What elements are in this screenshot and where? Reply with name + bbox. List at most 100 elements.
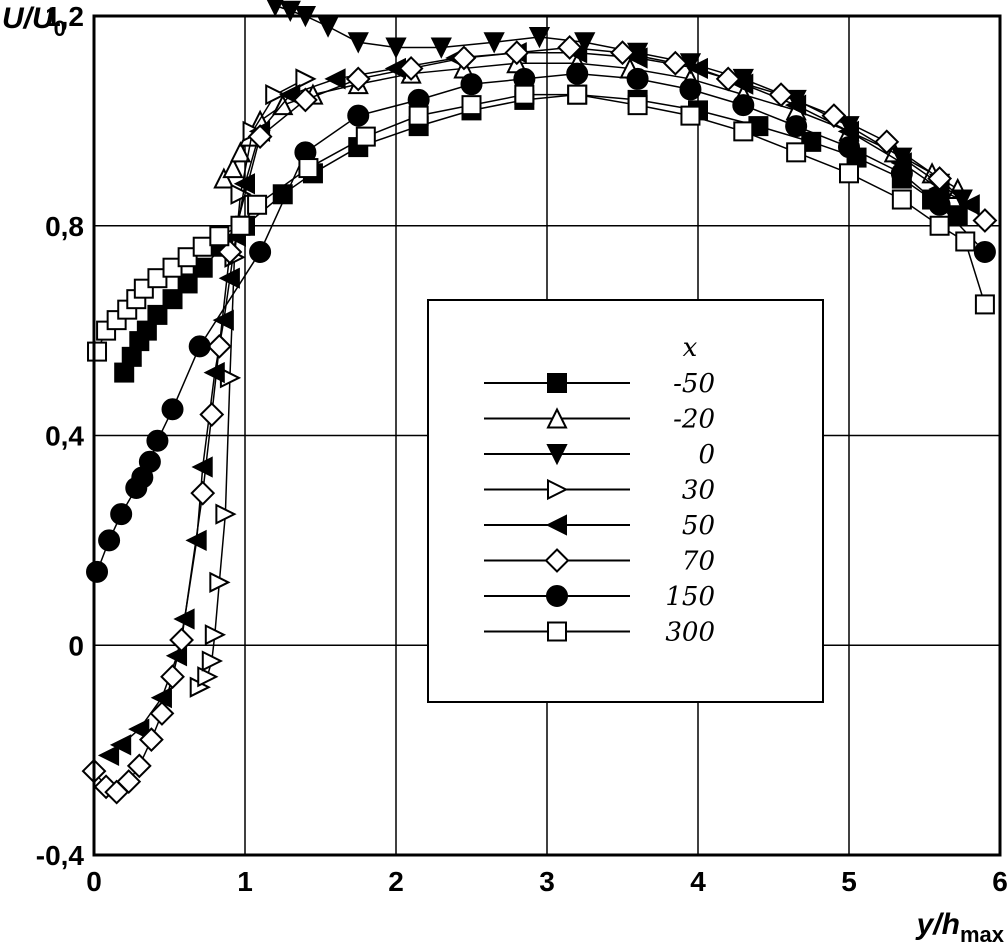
x-tick-label: 5 bbox=[841, 866, 857, 897]
legend-label: -20 bbox=[673, 405, 715, 435]
data-point bbox=[128, 718, 150, 740]
data-point bbox=[192, 236, 213, 257]
data-point bbox=[292, 87, 318, 113]
data-point bbox=[147, 268, 168, 289]
data-point bbox=[190, 480, 216, 506]
data-point bbox=[213, 167, 235, 189]
data-point bbox=[715, 66, 741, 92]
data-point bbox=[209, 226, 230, 247]
data-point bbox=[974, 294, 995, 315]
data-point bbox=[972, 208, 998, 233]
data-point bbox=[192, 257, 213, 278]
x-axis-title: y/hmax bbox=[915, 908, 1005, 947]
data-point bbox=[230, 215, 251, 236]
legend-item: 0 bbox=[484, 440, 715, 470]
series-300 bbox=[87, 84, 995, 362]
data-point bbox=[347, 32, 369, 54]
legend-marker bbox=[546, 407, 568, 429]
y-tick-label: 1,2 bbox=[45, 1, 84, 32]
legend-title: x bbox=[683, 333, 698, 363]
data-point bbox=[136, 320, 157, 341]
legend-marker bbox=[547, 373, 567, 393]
legend-item: 300 bbox=[484, 618, 715, 648]
legend-marker bbox=[544, 548, 570, 573]
data-point bbox=[768, 82, 794, 108]
data-point bbox=[249, 240, 272, 263]
data-point bbox=[627, 95, 648, 116]
data-point bbox=[126, 753, 152, 779]
data-point bbox=[528, 26, 551, 49]
data-point bbox=[821, 103, 847, 129]
legend-marker bbox=[547, 478, 569, 501]
data-point bbox=[566, 62, 589, 85]
y-tick-label: 0,4 bbox=[45, 421, 84, 452]
legend-label: 50 bbox=[682, 511, 715, 541]
data-point bbox=[574, 32, 596, 54]
data-point bbox=[209, 571, 231, 593]
data-point bbox=[197, 666, 219, 688]
data-point bbox=[247, 124, 273, 150]
data-point bbox=[204, 624, 227, 646]
data-point bbox=[298, 158, 319, 179]
data-point bbox=[317, 16, 339, 38]
plot-frame bbox=[92, 14, 1002, 857]
x-tick-label: 6 bbox=[992, 866, 1008, 897]
data-point bbox=[162, 289, 183, 310]
tick-labels: 0 1 2 3 4 5 6-0,400,40,81,2 bbox=[36, 1, 1008, 897]
legend-label: 300 bbox=[665, 618, 715, 648]
data-point bbox=[973, 240, 996, 263]
legend-label: 150 bbox=[665, 582, 715, 612]
legend-label: 30 bbox=[682, 476, 715, 506]
data-point bbox=[891, 189, 912, 210]
data-point bbox=[266, 0, 284, 17]
x-tick-label: 1 bbox=[237, 866, 253, 897]
data-point bbox=[947, 205, 968, 226]
data-point bbox=[217, 239, 243, 265]
legend-label: 0 bbox=[698, 440, 715, 470]
series-0 bbox=[266, 0, 973, 211]
data-point bbox=[504, 40, 530, 66]
data-point bbox=[557, 35, 583, 60]
data-point bbox=[398, 56, 424, 81]
data-point bbox=[247, 194, 268, 215]
data-point bbox=[324, 68, 346, 90]
data-point bbox=[86, 560, 109, 583]
data-point bbox=[162, 257, 183, 278]
x-tick-label: 4 bbox=[690, 866, 706, 897]
series-layer bbox=[81, 0, 998, 805]
data-point bbox=[874, 129, 900, 155]
data-point bbox=[347, 104, 370, 127]
legend-label: -50 bbox=[673, 369, 715, 399]
data-point bbox=[929, 215, 950, 236]
data-point bbox=[451, 45, 477, 71]
data-point bbox=[169, 627, 194, 653]
data-point bbox=[430, 37, 452, 59]
data-point bbox=[295, 68, 317, 90]
x-tick-label: 2 bbox=[388, 866, 404, 897]
legend-label: 70 bbox=[682, 547, 715, 577]
legend-marker bbox=[547, 621, 567, 642]
data-point bbox=[146, 429, 169, 452]
data-point bbox=[191, 456, 213, 478]
data-point bbox=[98, 529, 121, 552]
y-tick-label: -0,4 bbox=[36, 840, 85, 871]
data-point bbox=[680, 105, 701, 126]
data-point bbox=[626, 67, 649, 90]
y-axis-title-sub: 0 bbox=[54, 16, 66, 41]
data-point bbox=[483, 32, 505, 54]
data-point bbox=[732, 94, 755, 117]
data-point bbox=[786, 142, 807, 163]
legend-item: 70 bbox=[484, 547, 715, 577]
data-point bbox=[408, 105, 429, 126]
data-point bbox=[87, 341, 108, 362]
x-tick-label: 0 bbox=[86, 866, 102, 897]
data-point bbox=[188, 335, 211, 358]
data-point bbox=[206, 333, 232, 359]
data-point bbox=[514, 84, 535, 105]
series-30 bbox=[189, 68, 317, 698]
y-tick-label: 0,8 bbox=[45, 211, 84, 242]
series-150 bbox=[86, 62, 996, 583]
data-point bbox=[229, 141, 252, 163]
data-point bbox=[160, 664, 185, 690]
